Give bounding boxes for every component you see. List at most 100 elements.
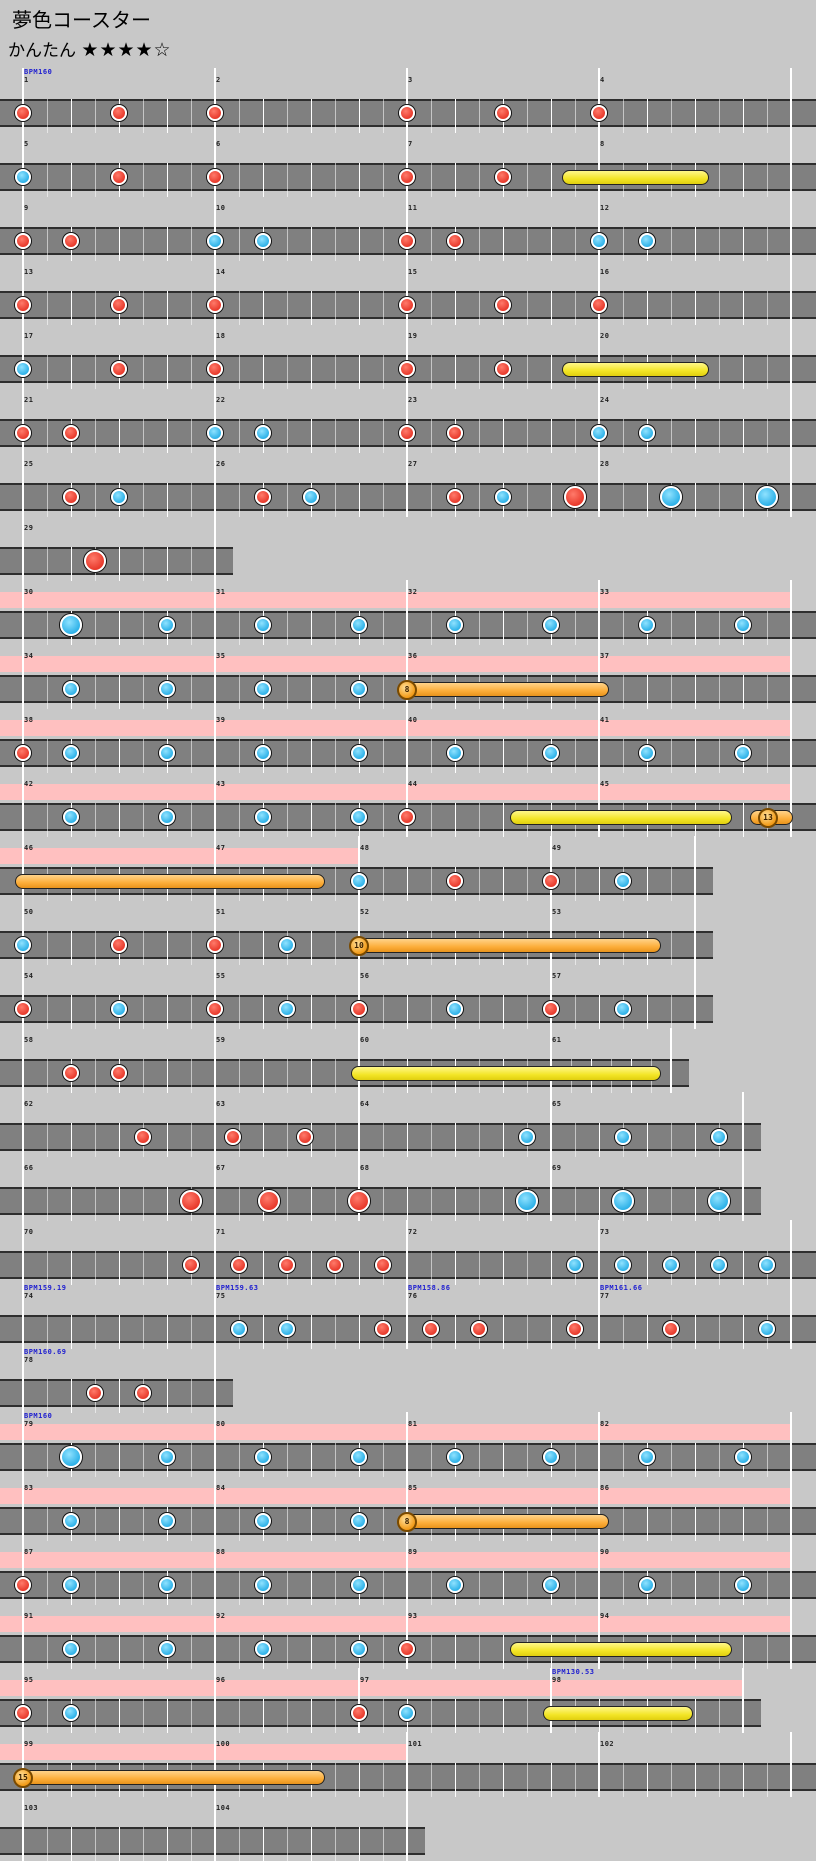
subbeat-line [383, 1187, 384, 1221]
measure-number: 2 [216, 76, 221, 84]
lane [0, 1251, 816, 1279]
measure-number: 76 [408, 1292, 418, 1300]
ka-note [159, 681, 175, 697]
subbeat-line [47, 803, 48, 837]
barline [214, 132, 216, 197]
bpm-marker: BPM159.63 [216, 1284, 259, 1292]
gogo-section [0, 1680, 743, 1696]
subbeat-line [623, 99, 624, 133]
lane [0, 1379, 233, 1407]
barline [214, 1092, 216, 1157]
barline [22, 452, 24, 517]
don-note [183, 1257, 199, 1273]
measure-number: 4 [600, 76, 605, 84]
beat-line [743, 803, 744, 837]
don-note [111, 105, 127, 121]
beat-line [695, 483, 696, 517]
ka-note [63, 1513, 79, 1529]
beat-line [407, 995, 408, 1029]
ka-note [447, 1001, 463, 1017]
ka-note [255, 1513, 271, 1529]
subbeat-line [143, 99, 144, 133]
ka-note [279, 1321, 295, 1337]
subbeat-line [95, 803, 96, 837]
subbeat-line [143, 1315, 144, 1349]
subbeat-line [191, 1315, 192, 1349]
barline [406, 708, 408, 773]
beat-line [695, 1251, 696, 1285]
subbeat-line [383, 739, 384, 773]
measure-number: 100 [216, 1740, 231, 1748]
beat-line [647, 1123, 648, 1157]
subbeat-line [479, 483, 480, 517]
beat-line [167, 1251, 168, 1285]
beat-line [311, 1827, 312, 1861]
ka-note [639, 1577, 655, 1593]
beat-line [263, 163, 264, 197]
barline [214, 900, 216, 965]
ka-note [351, 1449, 367, 1465]
beat-line [167, 355, 168, 389]
barline [214, 964, 216, 1029]
measure-number: 10 [216, 204, 226, 212]
subbeat-line [143, 1827, 144, 1861]
subbeat-line [47, 163, 48, 197]
subbeat-line [191, 1443, 192, 1477]
subbeat-line [143, 483, 144, 517]
chart-row: 78 BPM160.69 [0, 1348, 816, 1413]
subbeat-line [767, 163, 768, 197]
beat-line [311, 675, 312, 709]
ka-note [567, 1257, 583, 1273]
don-note [111, 169, 127, 185]
barline-end [790, 580, 792, 645]
subbeat-line [479, 1763, 480, 1797]
subbeat-line [383, 227, 384, 261]
barline [550, 1156, 552, 1221]
subbeat-line [143, 675, 144, 709]
subbeat-line [383, 419, 384, 453]
don-note [447, 425, 463, 441]
don-note [111, 937, 127, 953]
barline [214, 580, 216, 645]
measure-number: 38 [24, 716, 34, 724]
beat-line [647, 483, 648, 517]
subbeat-line [767, 1763, 768, 1797]
subbeat-line [623, 1763, 624, 1797]
subbeat-line [191, 1571, 192, 1605]
measure-number: 45 [600, 780, 610, 788]
subbeat-line [47, 1699, 48, 1733]
barline [598, 1284, 600, 1349]
beat-line [503, 1443, 504, 1477]
subbeat-line [143, 163, 144, 197]
barline [598, 1604, 600, 1669]
don-note [63, 489, 79, 505]
subbeat-line [47, 1379, 48, 1413]
subbeat-line [239, 99, 240, 133]
subbeat-line [239, 227, 240, 261]
subbeat-line [383, 611, 384, 645]
subbeat-line [95, 1059, 96, 1093]
beat-line [743, 1251, 744, 1285]
ka-note [639, 233, 655, 249]
measure-number: 59 [216, 1036, 226, 1044]
beat-line [167, 419, 168, 453]
barline-end [214, 1348, 216, 1413]
barline [598, 388, 600, 453]
subbeat-line [95, 1507, 96, 1541]
barline [358, 964, 360, 1029]
subbeat-line [431, 867, 432, 901]
subbeat-line [143, 1251, 144, 1285]
subbeat-line [383, 1699, 384, 1733]
subbeat-line [143, 291, 144, 325]
don-note [15, 1001, 31, 1017]
measure-number: 61 [552, 1036, 562, 1044]
lane [0, 1123, 761, 1151]
beat-line [359, 419, 360, 453]
subbeat-line [191, 1059, 192, 1093]
measure-number: 84 [216, 1484, 226, 1492]
subbeat-line [431, 1123, 432, 1157]
beat-line [359, 1315, 360, 1349]
subbeat-line [767, 291, 768, 325]
subbeat-line [479, 163, 480, 197]
barline [22, 708, 24, 773]
